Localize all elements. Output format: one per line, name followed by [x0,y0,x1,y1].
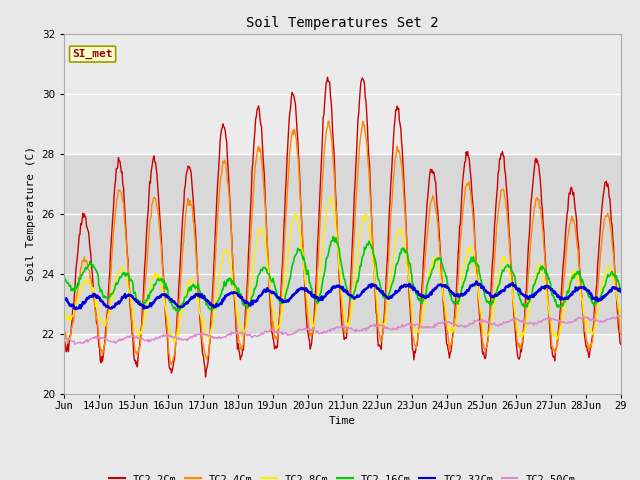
Legend: TC2_2Cm, TC2_4Cm, TC2_8Cm, TC2_16Cm, TC2_32Cm, TC2_50Cm: TC2_2Cm, TC2_4Cm, TC2_8Cm, TC2_16Cm, TC2… [105,470,580,480]
Text: SI_met: SI_met [72,49,113,59]
X-axis label: Time: Time [329,416,356,426]
Title: Soil Temperatures Set 2: Soil Temperatures Set 2 [246,16,438,30]
Y-axis label: Soil Temperature (C): Soil Temperature (C) [26,146,36,281]
Bar [64,154,621,334]
